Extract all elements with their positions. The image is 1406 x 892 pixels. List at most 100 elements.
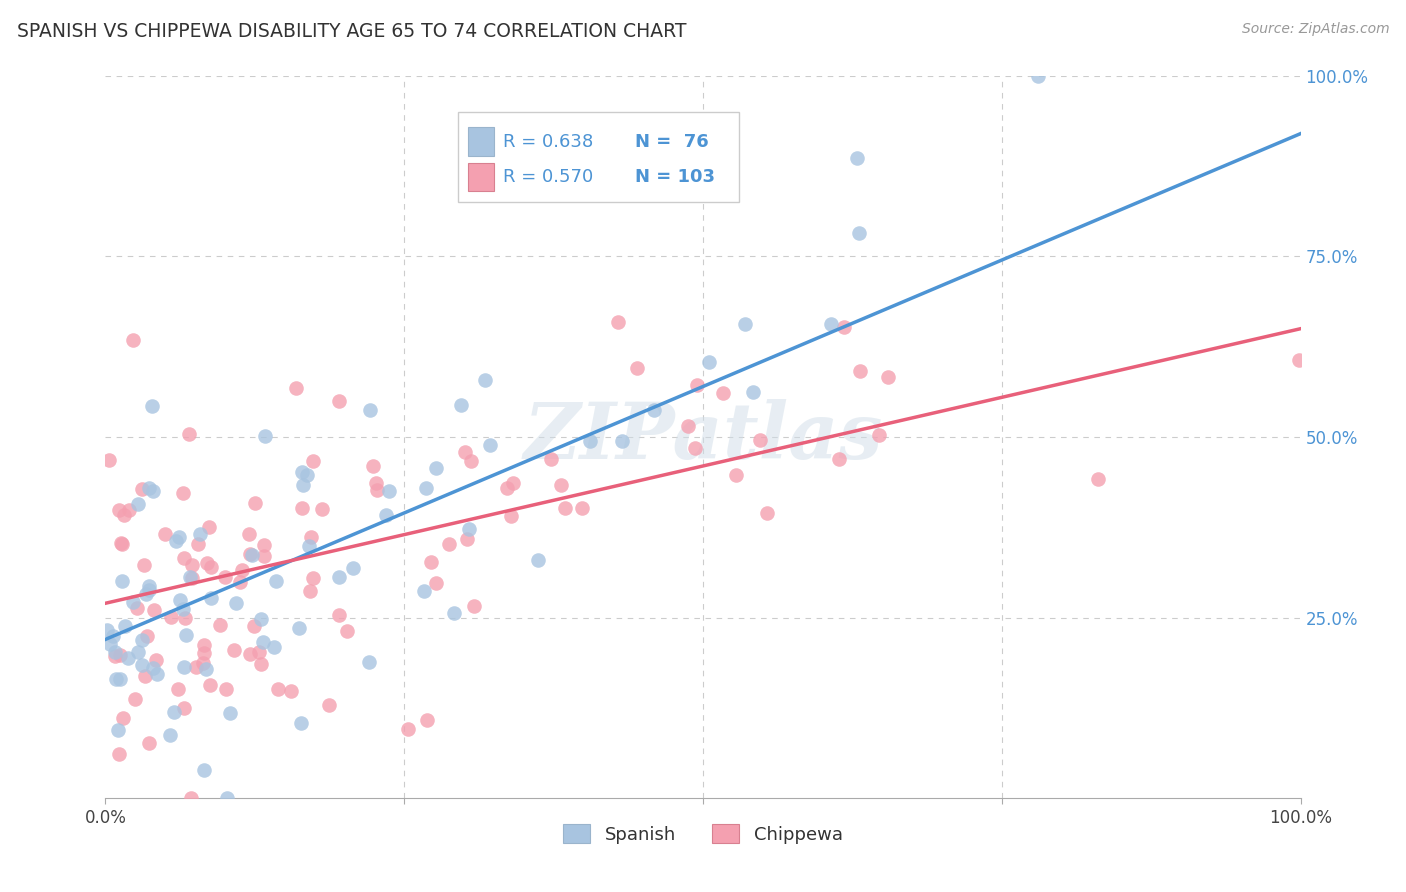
Point	[419, 555, 441, 569]
Point	[238, 526, 260, 541]
Point	[1087, 472, 1109, 486]
Point	[153, 527, 176, 541]
Point	[375, 508, 398, 522]
Text: Source: ZipAtlas.com: Source: ZipAtlas.com	[1241, 22, 1389, 37]
Point	[107, 723, 129, 737]
Point	[181, 558, 204, 573]
Point	[540, 452, 562, 467]
Point	[214, 570, 236, 584]
Point	[311, 501, 333, 516]
Point	[253, 549, 276, 563]
Point	[463, 599, 485, 614]
Point	[111, 711, 134, 725]
Point	[104, 645, 127, 659]
Point	[239, 548, 262, 562]
Point	[98, 637, 121, 651]
Point	[169, 593, 191, 607]
Point	[734, 317, 756, 331]
Point	[125, 600, 148, 615]
Point	[454, 444, 477, 458]
Point	[280, 684, 302, 698]
Point	[697, 354, 720, 368]
Point	[180, 791, 202, 805]
Point	[122, 595, 145, 609]
Point	[127, 497, 149, 511]
Point	[173, 700, 195, 714]
Point	[643, 402, 665, 417]
Point	[131, 658, 153, 673]
Point	[364, 476, 387, 491]
FancyBboxPatch shape	[458, 112, 740, 202]
Point	[359, 402, 381, 417]
Point	[502, 476, 524, 491]
Point	[828, 451, 851, 466]
Text: R = 0.638: R = 0.638	[503, 133, 593, 151]
Point	[146, 666, 169, 681]
Point	[104, 672, 127, 686]
Point	[138, 481, 160, 495]
Text: N = 103: N = 103	[636, 168, 714, 186]
Point	[138, 582, 160, 597]
Point	[377, 483, 399, 498]
Point	[165, 533, 187, 548]
Point	[134, 669, 156, 683]
Point	[474, 373, 496, 387]
Point	[336, 624, 359, 638]
Point	[579, 434, 602, 448]
Point	[252, 635, 274, 649]
Point	[249, 645, 271, 659]
Point	[1288, 352, 1310, 367]
Point	[832, 319, 855, 334]
Point	[198, 520, 221, 534]
Point	[239, 647, 262, 661]
Point	[299, 583, 322, 598]
Point	[711, 385, 734, 400]
Point	[328, 393, 350, 408]
Point	[299, 530, 322, 544]
Point	[291, 465, 314, 479]
Point	[328, 607, 350, 622]
Point	[396, 722, 419, 736]
Point	[222, 643, 245, 657]
Point	[550, 477, 572, 491]
Point	[287, 621, 309, 635]
Point	[193, 763, 215, 777]
Point	[849, 364, 872, 378]
Point	[318, 698, 340, 712]
Point	[138, 736, 160, 750]
Point	[245, 496, 267, 510]
Point	[366, 483, 388, 497]
Point	[749, 434, 772, 448]
Point	[198, 678, 221, 692]
Point	[159, 728, 181, 742]
Point	[225, 596, 247, 610]
Point	[231, 563, 253, 577]
Point	[342, 561, 364, 575]
Point	[416, 713, 439, 727]
Point	[755, 506, 778, 520]
Point	[169, 530, 191, 544]
Point	[478, 438, 501, 452]
Point	[443, 607, 465, 621]
Point	[610, 434, 633, 449]
FancyBboxPatch shape	[468, 128, 494, 156]
Point	[437, 537, 460, 551]
Point	[187, 537, 209, 551]
Point	[160, 609, 183, 624]
Point	[742, 385, 765, 400]
Point	[264, 574, 287, 589]
Point	[97, 453, 120, 467]
Point	[243, 619, 266, 633]
Point	[96, 624, 118, 638]
Point	[143, 603, 166, 617]
Point	[868, 428, 890, 442]
Point	[450, 398, 472, 412]
Legend: Spanish, Chippewa: Spanish, Chippewa	[555, 817, 851, 851]
Text: ZIPatlas: ZIPatlas	[523, 399, 883, 475]
Point	[496, 481, 519, 495]
Point	[253, 538, 276, 552]
Point	[571, 501, 593, 516]
Point	[820, 317, 842, 331]
Point	[145, 653, 167, 667]
Point	[173, 550, 195, 565]
